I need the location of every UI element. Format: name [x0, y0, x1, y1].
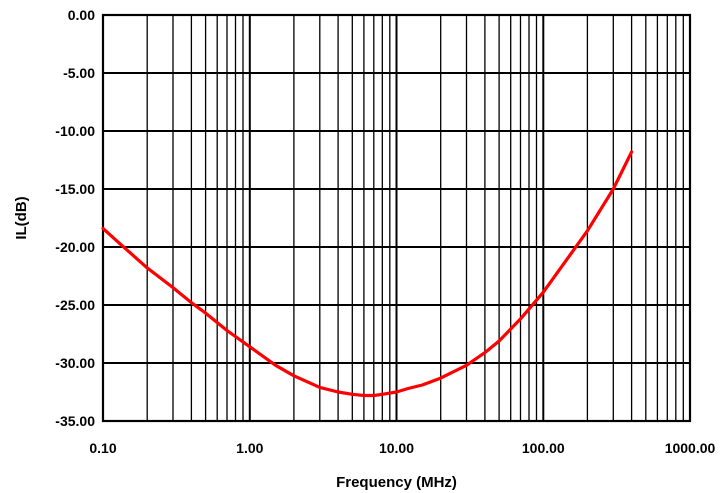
y-tick-label: -10.00	[55, 123, 95, 139]
y-tick-label: -5.00	[63, 65, 95, 81]
y-tick-label: 0.00	[68, 7, 95, 23]
y-tick-label: -30.00	[55, 355, 95, 371]
y-tick-label: -15.00	[55, 181, 95, 197]
grid-lines	[102, 14, 691, 422]
x-axis-label: Frequency (MHz)	[336, 474, 457, 491]
x-tick-label: 100.00	[522, 440, 565, 456]
series-layer	[101, 150, 634, 398]
series-line	[101, 150, 634, 398]
y-axis-label: IL(dB)	[13, 196, 30, 239]
y-tick-label: -25.00	[55, 297, 95, 313]
x-tick-label: 0.10	[89, 440, 116, 456]
x-tick-label: 10.00	[379, 440, 414, 456]
y-tick-labels: 0.00 -5.00 -10.00 -15.00 -20.00 -25.00 -30.00 -…	[55, 7, 95, 429]
y-tick-label: -20.00	[55, 239, 95, 255]
x-tick-labels: 0.10 1.00 10.00 100.00 1000.00	[89, 440, 715, 456]
x-tick-label: 1000.00	[665, 440, 716, 456]
plot-frame	[101, 13, 692, 423]
x-tick-label: 1.00	[236, 440, 263, 456]
y-tick-label: -35.00	[55, 413, 95, 429]
plot-border	[101, 13, 692, 423]
